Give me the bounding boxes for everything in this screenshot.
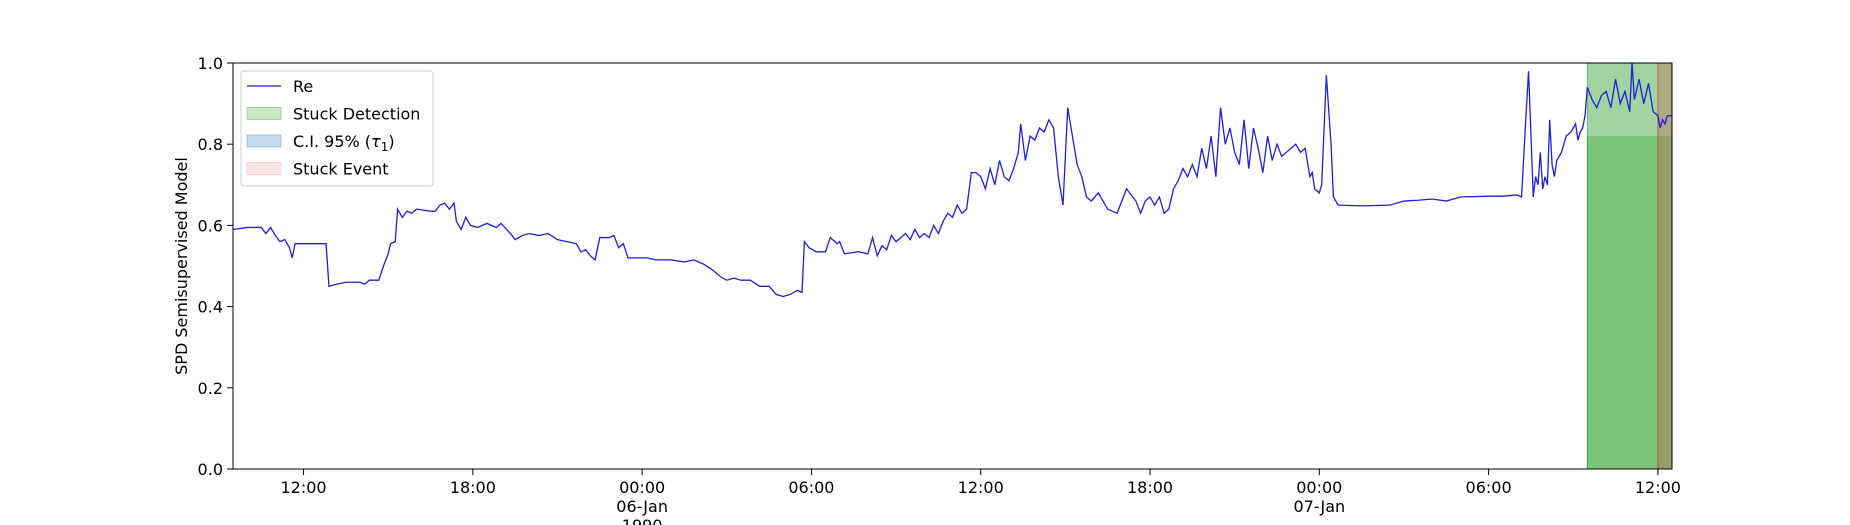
- y-tick-label: 0.2: [198, 379, 223, 398]
- legend: Re Stuck Detection C.I. 95% (τ1) Stuck Even…: [240, 70, 434, 187]
- stuck-event-region-2: [1657, 63, 1672, 469]
- legend-box: [240, 70, 434, 187]
- plot-area-frame: [232, 62, 1673, 470]
- y-tick-label: 0.4: [198, 298, 223, 317]
- legend-label: Stuck Detection: [293, 105, 420, 124]
- shaded-regions: [1586, 63, 1672, 469]
- legend-swatch-patch: [246, 107, 282, 120]
- x-axis: 12:0018:0000:0006-Jan199006:0012:0018:00…: [280, 469, 1681, 525]
- x-tick-label: 12:00: [1635, 478, 1681, 497]
- legend-label: C.I. 95% (τ1): [293, 132, 395, 154]
- legend-label-subscript: 1: [381, 140, 389, 154]
- legend-label: Re: [293, 77, 313, 96]
- legend-swatch-patch: [246, 134, 282, 148]
- x-tick-label: 18:00: [450, 478, 496, 497]
- x-tick-label: 00:00: [619, 478, 665, 497]
- x-tick-label: 06:00: [1466, 478, 1512, 497]
- series-layer: [232, 62, 1672, 298]
- x-tick-label: 12:00: [280, 478, 326, 497]
- x-tick-label: 00:00: [1296, 478, 1342, 497]
- y-tick-label: 0.0: [198, 460, 223, 479]
- y-tick-label: 0.8: [198, 135, 223, 154]
- x-tick-label: 06:00: [788, 478, 834, 497]
- x-tick-label: 1990: [622, 516, 663, 525]
- x-tick-label: 18:00: [1127, 478, 1173, 497]
- legend-label-part: τ: [371, 132, 381, 151]
- legend-swatch-patch: [246, 162, 282, 175]
- x-tick-label: 12:00: [958, 478, 1004, 497]
- legend-label-part: ): [388, 132, 394, 151]
- legend-label: Stuck Event: [293, 160, 389, 179]
- y-tick-label: 1.0: [198, 54, 223, 73]
- y-axis: 0.0 0.2 0.4 0.6 0.8 1.0: [198, 54, 233, 479]
- series-line-re: [232, 62, 1672, 298]
- x-tick-label: 06-Jan: [616, 497, 668, 516]
- y-axis-title: SPD Semisupervised Model: [172, 157, 191, 375]
- x-tick-label: 07-Jan: [1293, 497, 1345, 516]
- legend-label-part: C.I. 95% (: [293, 132, 371, 151]
- y-tick-label: 0.6: [198, 216, 223, 235]
